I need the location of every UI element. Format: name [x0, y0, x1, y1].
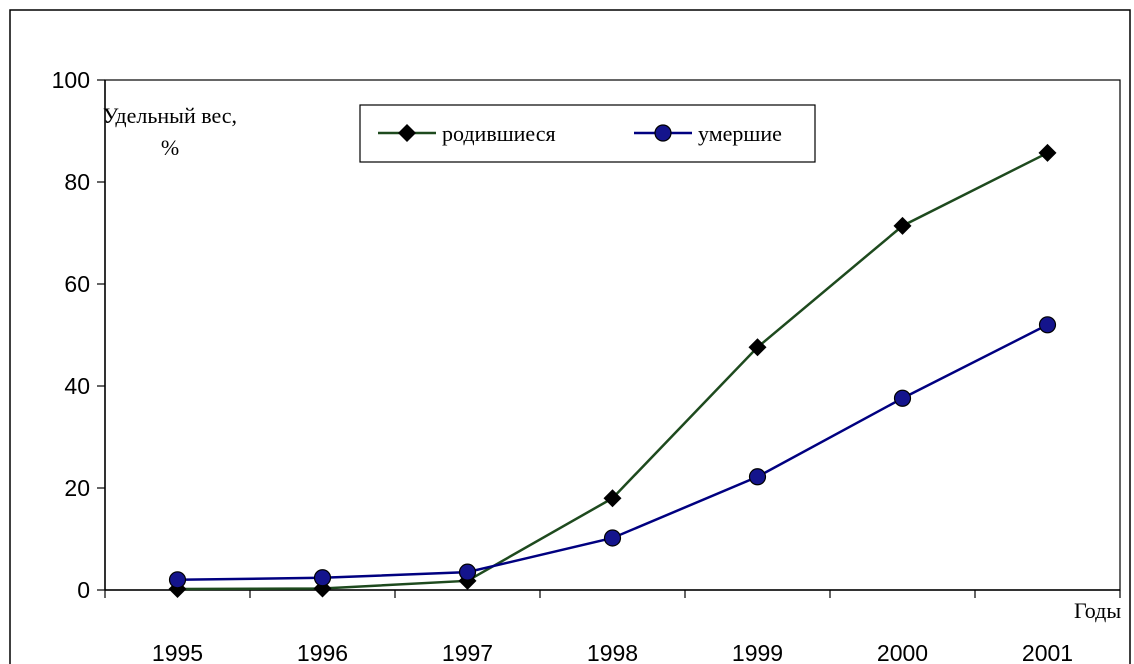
point [1038, 316, 1057, 334]
series-line [177, 151, 1049, 591]
chart-frame [9, 9, 1131, 664]
legend-marker [654, 124, 672, 142]
point [603, 529, 622, 547]
x-tick-label: 1999 [732, 640, 783, 664]
legend-label: умершие [698, 121, 782, 146]
x-tick-label: 2000 [877, 640, 928, 664]
point [893, 389, 912, 407]
x-tick-label: 1997 [442, 640, 493, 664]
y-axis-label: Удельный вес, % [102, 103, 238, 160]
y-tick-label: 40 [64, 373, 90, 399]
point [893, 216, 912, 235]
point [748, 338, 767, 357]
x-tick-label: 2001 [1022, 640, 1073, 664]
point [458, 563, 477, 581]
point [603, 489, 622, 508]
point [313, 569, 332, 587]
y-tick-label: 80 [64, 169, 90, 195]
legend-marker [398, 124, 416, 142]
point [1038, 143, 1057, 162]
x-tick-label: 1995 [152, 640, 203, 664]
legend-label: родившиеся [442, 121, 556, 146]
y-tick-label: 100 [52, 67, 90, 93]
x-tick-label: 1998 [587, 640, 638, 664]
y-tick-label: 0 [77, 577, 90, 603]
point [168, 571, 187, 589]
x-tick-label: 1996 [297, 640, 348, 664]
point [748, 468, 767, 486]
x-axis-label: Годы [1074, 598, 1121, 623]
y-tick-label: 20 [64, 475, 90, 501]
y-tick-label: 60 [64, 271, 90, 297]
